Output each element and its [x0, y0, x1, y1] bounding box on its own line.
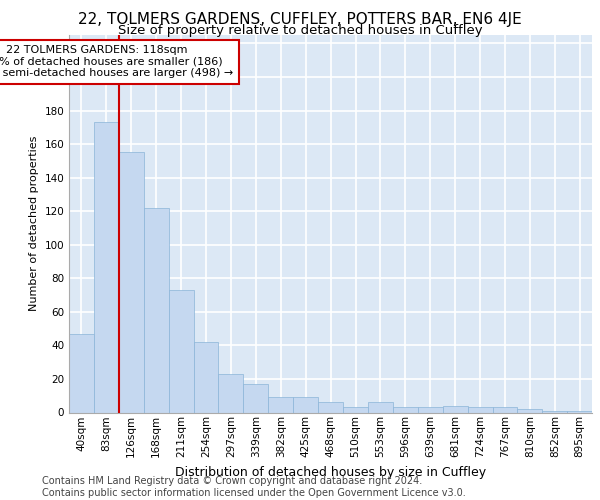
Text: 22, TOLMERS GARDENS, CUFFLEY, POTTERS BAR, EN6 4JE: 22, TOLMERS GARDENS, CUFFLEY, POTTERS BA…: [78, 12, 522, 27]
Bar: [144, 208, 169, 412]
Bar: [94, 122, 119, 412]
Text: 22 TOLMERS GARDENS: 118sqm
← 27% of detached houses are smaller (186)
72% of sem: 22 TOLMERS GARDENS: 118sqm ← 27% of deta…: [0, 45, 233, 78]
Bar: [418, 408, 443, 412]
Bar: [493, 408, 517, 412]
Bar: [393, 408, 418, 412]
X-axis label: Distribution of detached houses by size in Cuffley: Distribution of detached houses by size …: [175, 466, 486, 478]
Bar: [69, 334, 94, 412]
Bar: [368, 402, 393, 412]
Bar: [443, 406, 467, 412]
Bar: [343, 408, 368, 412]
Bar: [318, 402, 343, 412]
Bar: [542, 411, 567, 412]
Bar: [517, 409, 542, 412]
Bar: [567, 411, 592, 412]
Text: Size of property relative to detached houses in Cuffley: Size of property relative to detached ho…: [118, 24, 482, 37]
Bar: [169, 290, 194, 412]
Bar: [194, 342, 218, 412]
Bar: [268, 398, 293, 412]
Bar: [467, 408, 493, 412]
Bar: [244, 384, 268, 412]
Bar: [218, 374, 244, 412]
Y-axis label: Number of detached properties: Number of detached properties: [29, 136, 39, 312]
Bar: [119, 152, 144, 412]
Bar: [293, 398, 318, 412]
Text: Contains HM Land Registry data © Crown copyright and database right 2024.
Contai: Contains HM Land Registry data © Crown c…: [42, 476, 466, 498]
